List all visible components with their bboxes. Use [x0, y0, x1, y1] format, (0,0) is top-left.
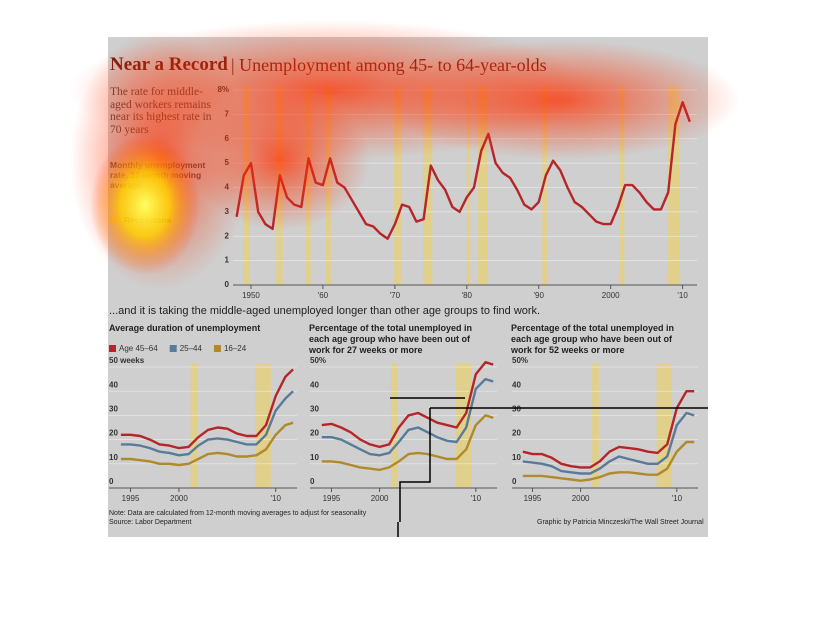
x-tick-label: 2000 [602, 291, 620, 300]
recession-band [477, 86, 488, 285]
y-tick-label: 30 [310, 405, 319, 414]
recession-band [394, 86, 402, 285]
y-tick-label: 50% [512, 356, 528, 365]
recession-band [542, 86, 548, 285]
recession-band [325, 86, 331, 285]
legend-label: 25–44 [180, 344, 203, 353]
x-tick-label: '60 [318, 291, 329, 300]
title: Near a Record [110, 54, 228, 75]
y-tick-label: 5 [225, 158, 230, 167]
recession-band [190, 363, 198, 488]
y-tick-label: 50% [310, 356, 326, 365]
legend-label: Age 45–64 [119, 344, 158, 353]
x-tick-label: '10 [672, 494, 683, 503]
y-tick-label: 2 [225, 231, 230, 240]
x-tick-label: 1995 [524, 494, 542, 503]
y-tick-label: 40 [512, 380, 521, 389]
recession-band [243, 86, 250, 285]
y-tick-label: 6 [225, 134, 230, 143]
description: Monthly unemployment rate, 12-month movi… [110, 160, 206, 190]
y-tick-label: 40 [310, 380, 319, 389]
x-tick-label: 1950 [242, 291, 260, 300]
recession-band [667, 86, 680, 285]
y-tick-label: 20 [512, 429, 521, 438]
recession-band [255, 363, 271, 488]
y-tick-label: 30 [109, 405, 118, 414]
x-tick-label: '70 [390, 291, 401, 300]
recession-band [391, 363, 398, 488]
x-tick-label: 2000 [371, 494, 389, 503]
legend-swatch [213, 345, 221, 352]
annotation: The rate for middle-aged workers remains… [110, 86, 212, 136]
legend-swatch [169, 345, 177, 352]
y-tick-label: 0 [225, 280, 230, 289]
legend-swatch [109, 345, 116, 352]
series-line [120, 368, 294, 450]
y-tick-label: 10 [310, 453, 319, 462]
recession-swatch [110, 216, 120, 224]
y-tick-label: 30 [512, 405, 521, 414]
y-tick-label: 0 [109, 477, 114, 486]
y-tick-label: 4 [225, 183, 230, 192]
footer-note: Note: Data are calculated from 12-month … [109, 510, 367, 517]
recession-band [466, 86, 471, 285]
y-tick-label: 10 [512, 453, 521, 462]
x-tick-label: '80 [462, 291, 473, 300]
y-tick-label: 0 [512, 477, 517, 486]
y-tick-label: 3 [225, 207, 230, 216]
x-tick-label: 2000 [572, 494, 590, 503]
y-tick-label: 20 [109, 429, 118, 438]
x-tick-label: '10 [471, 494, 482, 503]
section-subtitle: ...and it is taking the middle-aged unem… [109, 305, 541, 317]
footer-source: Source: Labor Department [109, 519, 192, 526]
series-line [120, 390, 294, 457]
chart-title: Average duration of unemployment [109, 323, 261, 333]
recession-label: Recessions [124, 215, 172, 225]
y-tick-label: 50 weeks [109, 356, 145, 365]
series-line [120, 421, 294, 467]
legend-label: 16–24 [224, 344, 247, 353]
x-tick-label: 2000 [170, 494, 188, 503]
chart-title: Percentage of the total unemployed in ea… [511, 323, 675, 355]
y-tick-label: 10 [109, 453, 118, 462]
x-tick-label: 1995 [323, 494, 341, 503]
y-tick-label: 40 [109, 380, 118, 389]
subtitle: | Unemployment among 45- to 64-year-olds [231, 55, 547, 75]
footer-credit: Graphic by Patricia Minczeski/The Wall S… [537, 519, 704, 526]
chart-title: Percentage of the total unemployed in ea… [309, 323, 473, 355]
y-tick-label: 20 [310, 429, 319, 438]
x-tick-label: '10 [270, 494, 281, 503]
y-tick-label: 7 [225, 109, 230, 118]
recession-band [619, 86, 625, 285]
x-tick-label: '90 [534, 291, 545, 300]
y-tick-label: 0 [310, 477, 315, 486]
recession-band [305, 86, 311, 285]
y-tick-label: 1 [225, 256, 230, 265]
x-tick-label: 1995 [122, 494, 140, 503]
x-tick-label: '10 [677, 291, 688, 300]
